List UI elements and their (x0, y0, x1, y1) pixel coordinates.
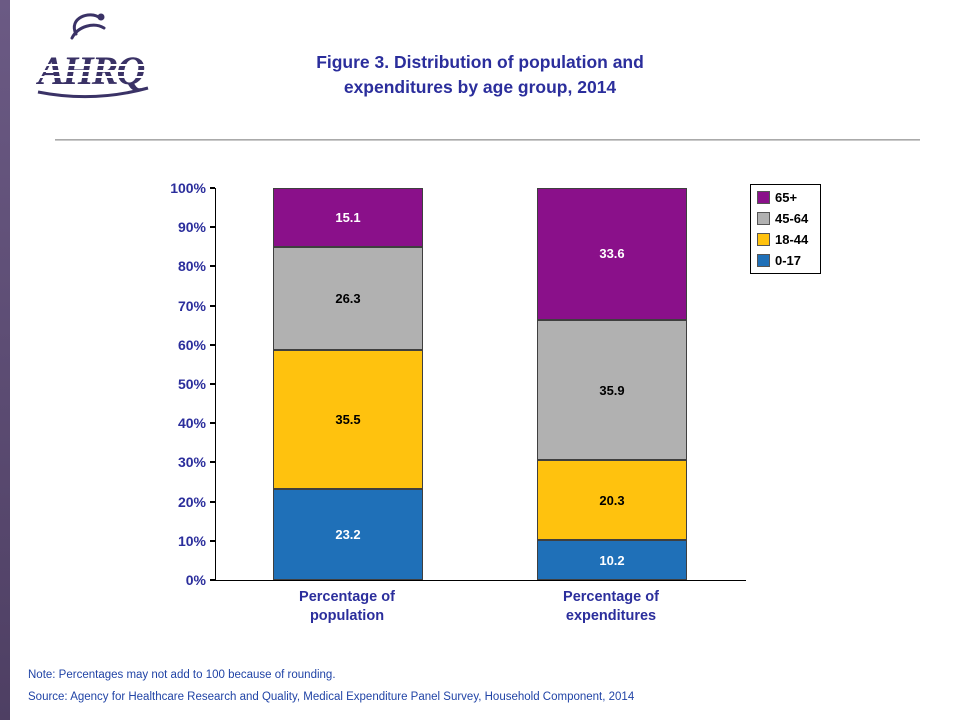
y-axis-tick-label: 80% (177, 258, 206, 275)
y-axis-tick-label: 60% (177, 336, 206, 353)
figure-title: Figure 3. Distribution of population and… (0, 50, 960, 100)
legend-item-45-64: 45-64 (757, 211, 808, 226)
eagle-head-icon (97, 13, 105, 21)
y-axis-tickmark (210, 461, 215, 464)
y-axis-tickmark (210, 383, 215, 385)
y-axis-tickmark (210, 226, 215, 229)
y-axis-tick-label: 20% (177, 493, 206, 510)
bar-segment-65+: 15.1 (273, 188, 423, 248)
legend-label: 65+ (775, 190, 798, 205)
x-axis-category-label: Percentage of population (237, 588, 457, 626)
logo-swoosh (37, 86, 149, 99)
y-axis-tickmark (210, 579, 215, 581)
plot-area: 23.2 35.5 26.3 15.1 10.2 20.3 35.9 33.6 (215, 188, 746, 581)
ahrq-logo-graphic: AHRQ (35, 13, 152, 99)
eagle-icon (70, 13, 106, 40)
legend-item-0-17: 0-17 (757, 253, 808, 268)
bar-segment-0-17: 10.2 (537, 540, 687, 580)
y-axis-tick-label: 30% (177, 454, 206, 471)
y-axis-tickmark (210, 539, 215, 542)
y-axis-tickmark (210, 422, 215, 425)
y-axis-tickmark (210, 265, 215, 268)
x-axis-category-line: Percentage of (563, 589, 659, 605)
y-axis-tick-label: 40% (177, 415, 206, 432)
segment-value-label: 35.5 (335, 412, 361, 428)
y-axis-tickmark (210, 500, 215, 503)
legend-swatch (757, 212, 770, 225)
bar-segment-45-64: 26.3 (273, 247, 423, 351)
y-axis-tick-label: 100% (170, 180, 206, 196)
x-axis-category-line: population (309, 608, 385, 624)
legend-swatch (757, 233, 770, 246)
legend-item-65+: 65+ (757, 190, 808, 205)
source-text: Source: Agency for Healthcare Research a… (28, 691, 635, 703)
segment-value-label: 26.3 (335, 291, 361, 307)
stacked-bar-chart: 23.2 35.5 26.3 15.1 10.2 20.3 35.9 33.6 100% 90%… (160, 180, 800, 588)
y-axis-tickmark (210, 343, 215, 346)
y-axis-tickmark (210, 304, 215, 307)
segment-value-label: 35.9 (599, 382, 625, 398)
logo-stripe (36, 64, 152, 66)
figure-title-line2: expenditures by age group, 2014 (343, 77, 617, 97)
left-accent-bar (0, 0, 10, 720)
ahrq-logo: AHRQ (35, 8, 152, 108)
bar-segment-18-44: 35.5 (273, 350, 423, 490)
y-axis-tickmark (210, 187, 215, 189)
chart-legend: 65+ 45-64 18-44 0-17 (750, 184, 822, 274)
bar-segment-65+: 33.6 (537, 188, 687, 320)
x-axis-category-line: expenditures (565, 608, 657, 624)
stacked-bar-population: 23.2 35.5 26.3 15.1 (273, 188, 423, 580)
x-axis-category-label: Percentage of expenditures (501, 588, 721, 626)
bar-segment-45-64: 35.9 (537, 319, 687, 461)
legend-label: 0-17 (775, 253, 802, 268)
legend-item-18-44: 18-44 (757, 232, 808, 247)
legend-swatch (757, 191, 770, 204)
y-axis-tick-label: 10% (177, 532, 206, 549)
segment-value-label: 23.2 (335, 527, 361, 543)
y-axis-tick-label: 70% (177, 297, 206, 314)
segment-value-label: 10.2 (599, 552, 625, 568)
x-axis-category-line: Percentage of (299, 589, 395, 605)
title-divider (55, 139, 920, 141)
y-axis-tick-label: 90% (177, 219, 206, 236)
bar-segment-0-17: 23.2 (273, 489, 423, 580)
segment-value-label: 20.3 (599, 492, 625, 508)
legend-swatch (757, 254, 770, 267)
bar-segment-18-44: 20.3 (537, 460, 687, 541)
segment-value-label: 33.6 (599, 246, 625, 262)
y-axis-tick-label: 0% (185, 572, 206, 588)
segment-value-label: 15.1 (335, 210, 361, 226)
figure-title-line1: Figure 3. Distribution of population and (316, 52, 644, 72)
logo-stripe (36, 70, 152, 72)
y-axis-tick-label: 50% (177, 376, 206, 392)
note-text: Note: Percentages may not add to 100 bec… (28, 669, 336, 681)
legend-label: 18-44 (775, 232, 809, 247)
legend-label: 45-64 (775, 211, 809, 226)
stacked-bar-expenditures: 10.2 20.3 35.9 33.6 (537, 188, 687, 580)
logo-stripe (36, 76, 152, 78)
